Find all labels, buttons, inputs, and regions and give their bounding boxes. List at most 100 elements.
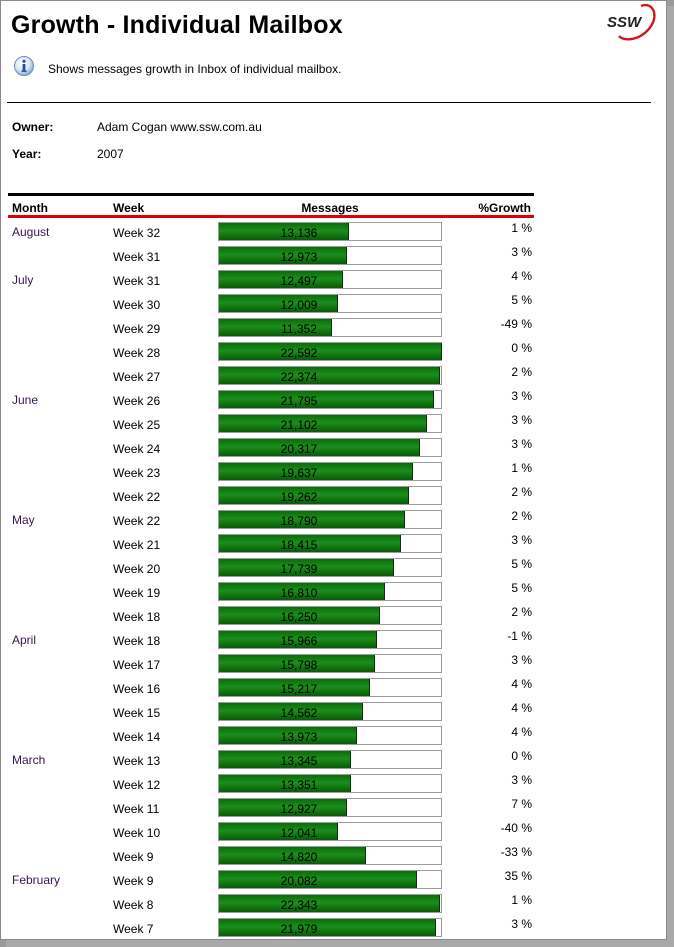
messages-bar (219, 727, 357, 744)
table-row: Week 24 20,317 3 % (8, 434, 534, 458)
week-cell: Week 15 (113, 706, 161, 720)
week-cell: Week 13 (113, 754, 161, 768)
table-row: Week 27 22,374 2 % (8, 362, 534, 386)
messages-value: 12,041 (280, 826, 318, 840)
week-cell: Week 16 (113, 682, 161, 696)
week-cell: Week 9 (113, 874, 154, 888)
messages-bar-track: 13,351 (218, 774, 442, 793)
table-header: Month Week Messages %Growth (8, 193, 534, 218)
header-divider (7, 102, 651, 103)
messages-bar (219, 271, 343, 288)
week-cell: Week 28 (113, 346, 161, 360)
table-row: Week 10 12,041 -40 % (8, 818, 534, 842)
messages-bar-track: 19,637 (218, 462, 442, 481)
month-cell: June (12, 393, 39, 407)
week-cell: Week 14 (113, 730, 161, 744)
messages-bar (219, 679, 370, 696)
messages-bar-track: 22,592 (218, 342, 442, 361)
header-messages: Messages (301, 201, 359, 215)
messages-value: 15,966 (280, 634, 318, 648)
messages-value: 17,739 (280, 562, 318, 576)
messages-bar-track: 15,217 (218, 678, 442, 697)
growth-cell: 1 % (511, 461, 532, 475)
week-cell: Week 32 (113, 226, 161, 240)
messages-bar-track: 16,810 (218, 582, 442, 601)
week-cell: Week 27 (113, 370, 161, 384)
growth-cell: 4 % (511, 269, 532, 283)
table-row: Week 7 21,979 3 % (8, 914, 534, 938)
messages-bar-track: 18,415 (218, 534, 442, 553)
messages-bar (219, 535, 401, 552)
messages-bar (219, 559, 394, 576)
messages-value: 13,973 (280, 730, 318, 744)
messages-value: 13,136 (280, 226, 318, 240)
messages-bar-track: 17,739 (218, 558, 442, 577)
messages-bar-track: 15,798 (218, 654, 442, 673)
messages-value: 19,262 (280, 490, 318, 504)
week-cell: Week 30 (113, 298, 161, 312)
week-cell: Week 18 (113, 634, 161, 648)
table-row: February Week 9 20,082 35 % (8, 866, 534, 890)
messages-bar (219, 367, 440, 384)
growth-cell: 4 % (511, 701, 532, 715)
week-cell: Week 24 (113, 442, 161, 456)
messages-bar (219, 655, 375, 672)
table-row: Week 9 14,820 -33 % (8, 842, 534, 866)
messages-value: 14,820 (280, 850, 318, 864)
table-row: Week 19 16,810 5 % (8, 578, 534, 602)
messages-value: 11,352 (281, 322, 317, 336)
table-row: Week 11 12,927 7 % (8, 794, 534, 818)
messages-bar-track: 12,009 (218, 294, 442, 313)
header-week: Week (113, 201, 145, 215)
table-row: Week 15 14,562 4 % (8, 698, 534, 722)
messages-bar-track: 12,497 (218, 270, 442, 289)
messages-value: 21,102 (280, 418, 318, 432)
table-row: April Week 18 15,966 -1 % (8, 626, 534, 650)
growth-cell: 0 % (511, 341, 532, 355)
messages-bar (219, 247, 347, 264)
messages-value: 18,415 (280, 538, 318, 552)
month-cell: August (12, 225, 50, 239)
logo-text: SSW (607, 14, 643, 31)
month-cell: March (12, 753, 46, 767)
messages-bar-track: 11,352 (218, 318, 442, 337)
messages-bar-track: 20,082 (218, 870, 442, 889)
messages-value: 19,637 (280, 466, 318, 480)
table-row: March Week 13 13,345 0 % (8, 746, 534, 770)
messages-bar-track: 12,927 (218, 798, 442, 817)
messages-value: 21,795 (280, 394, 318, 408)
table-body: August Week 32 13,136 1 % Week 31 12,973 3 % Ju… (8, 218, 534, 938)
week-cell: Week 29 (113, 322, 161, 336)
table-row: Week 23 19,637 1 % (8, 458, 534, 482)
messages-bar (219, 799, 347, 816)
table-row: Week 28 22,592 0 % (8, 338, 534, 362)
week-cell: Week 9 (113, 850, 154, 864)
table-row: Week 16 15,217 4 % (8, 674, 534, 698)
growth-cell: 3 % (511, 773, 532, 787)
owner-label: Owner: (12, 120, 54, 134)
week-cell: Week 23 (113, 466, 161, 480)
messages-bar-track: 21,795 (218, 390, 442, 409)
growth-cell: 2 % (511, 605, 532, 619)
messages-bar (219, 583, 385, 600)
messages-bar-track: 14,562 (218, 702, 442, 721)
table-row: Week 8 22,343 1 % (8, 890, 534, 914)
messages-bar-track: 13,973 (218, 726, 442, 745)
messages-bar-track: 15,966 (218, 630, 442, 649)
ssw-logo: SSW (607, 3, 656, 41)
messages-value: 18,790 (280, 514, 318, 528)
messages-value: 20,317 (280, 442, 318, 456)
table-row: August Week 32 13,136 1 % (8, 218, 534, 242)
messages-bar (219, 223, 349, 240)
messages-value: 15,798 (280, 658, 318, 672)
table-row: Week 14 13,973 4 % (8, 722, 534, 746)
growth-cell: 3 % (511, 245, 532, 259)
messages-bar (219, 319, 332, 336)
growth-cell: 3 % (511, 437, 532, 451)
week-cell: Week 31 (113, 274, 161, 288)
table-row: May Week 22 18,790 2 % (8, 506, 534, 530)
messages-bar (219, 631, 377, 648)
growth-cell: 0 % (511, 749, 532, 763)
messages-bar (219, 847, 366, 864)
messages-bar-track: 19,262 (218, 486, 442, 505)
